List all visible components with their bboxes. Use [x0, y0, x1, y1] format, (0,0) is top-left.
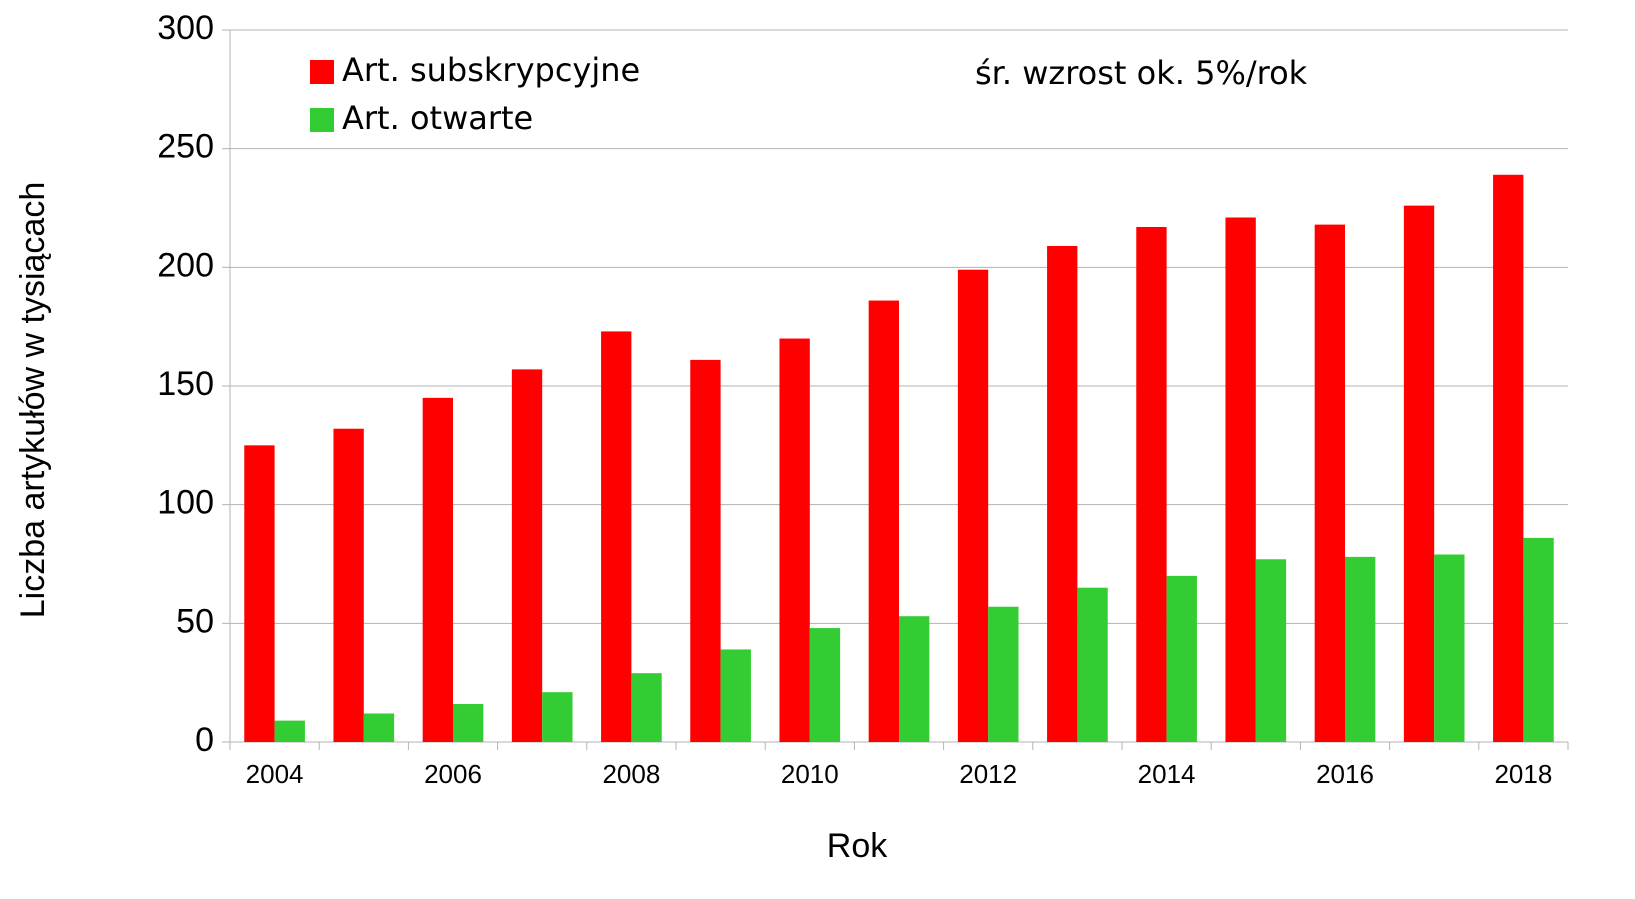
bar: [363, 713, 395, 742]
bar: [1255, 559, 1287, 742]
x-tick-label: 2006: [424, 759, 482, 789]
x-tick-label: 2014: [1138, 759, 1196, 789]
bar: [511, 369, 543, 742]
annotation: śr. wzrost ok. 5%/rok: [975, 54, 1308, 92]
y-tick-label: 300: [157, 9, 214, 47]
legend-label: Art. otwarte: [342, 99, 533, 137]
bar: [1345, 556, 1376, 742]
legend-label: Art. subskrypcyjne: [342, 51, 640, 89]
x-tick-label: 2004: [246, 759, 304, 789]
y-tick-label: 0: [195, 721, 214, 759]
bar: [631, 673, 662, 742]
bar: [1047, 245, 1078, 742]
bar: [274, 720, 305, 742]
x-tick-label: 2018: [1494, 759, 1552, 789]
y-tick-label: 50: [176, 602, 214, 640]
bar: [1314, 224, 1345, 742]
bar: [453, 704, 484, 742]
x-tick-label: 2010: [781, 759, 839, 789]
bar: [957, 269, 989, 742]
bar: [1136, 226, 1167, 742]
y-tick-label: 150: [157, 365, 214, 403]
bar: [899, 616, 930, 742]
bar: [422, 397, 453, 742]
bar: [601, 331, 632, 742]
bar: [1523, 537, 1554, 742]
bar: [720, 649, 751, 742]
bar: [333, 428, 364, 742]
x-axis-label: Rok: [827, 827, 888, 865]
x-tick-label: 2008: [602, 759, 660, 789]
y-tick-label: 200: [157, 246, 214, 284]
bar: [1225, 217, 1256, 742]
bar: [690, 359, 721, 742]
bar: [779, 338, 810, 742]
bar: [809, 628, 841, 742]
bar: [988, 606, 1019, 742]
bar: [1493, 174, 1524, 743]
bar: [1434, 554, 1465, 742]
x-tick-label: 2012: [959, 759, 1017, 789]
legend-swatch: [310, 108, 334, 132]
y-axis-label: Liczba artykułów w tysiącach: [14, 182, 52, 619]
bar: [1077, 587, 1108, 742]
bar: [244, 445, 275, 742]
bar: [1166, 575, 1197, 742]
x-tick-label: 2016: [1316, 759, 1374, 789]
bar: [1403, 205, 1435, 743]
bar: [868, 300, 899, 742]
y-tick-label: 100: [157, 484, 214, 522]
bar: [542, 692, 573, 742]
y-tick-label: 250: [157, 128, 214, 166]
legend-swatch: [310, 60, 334, 84]
